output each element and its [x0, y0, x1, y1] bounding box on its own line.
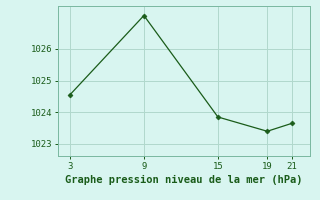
X-axis label: Graphe pression niveau de la mer (hPa): Graphe pression niveau de la mer (hPa)	[65, 175, 303, 185]
